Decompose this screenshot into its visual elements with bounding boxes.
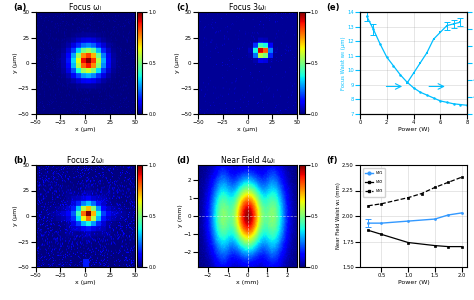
X-axis label: x (mm): x (mm) [236,280,259,285]
Y-axis label: y (μm): y (μm) [175,53,180,73]
Text: (b): (b) [14,156,27,165]
X-axis label: x (μm): x (μm) [75,280,96,285]
Y-axis label: y (μm): y (μm) [13,206,18,226]
Text: (e): (e) [326,3,339,12]
Title: Focus ωₗ: Focus ωₗ [69,3,101,12]
X-axis label: x (μm): x (μm) [75,127,96,132]
Y-axis label: Focus Waist w₀ (μm): Focus Waist w₀ (μm) [341,36,346,90]
Y-axis label: Near Field Waist w₁ (mm): Near Field Waist w₁ (mm) [336,183,341,249]
Title: Focus 2ωₗ: Focus 2ωₗ [67,156,104,165]
X-axis label: Power (W): Power (W) [398,280,429,285]
X-axis label: Power (W): Power (W) [398,127,429,132]
X-axis label: x (μm): x (μm) [237,127,258,132]
Title: Focus 3ωₗ: Focus 3ωₗ [229,3,266,12]
Y-axis label: y (μm): y (μm) [13,53,18,73]
Text: (c): (c) [176,3,189,12]
Text: (f): (f) [326,156,337,165]
Text: (a): (a) [14,3,27,12]
Title: Near Field 4ωₗ: Near Field 4ωₗ [221,156,274,165]
Text: (d): (d) [176,156,190,165]
Y-axis label: y (mm): y (mm) [179,205,183,227]
Legend: $w_1$, $w_2$, $w_3$: $w_1$, $w_2$, $w_3$ [363,168,385,197]
